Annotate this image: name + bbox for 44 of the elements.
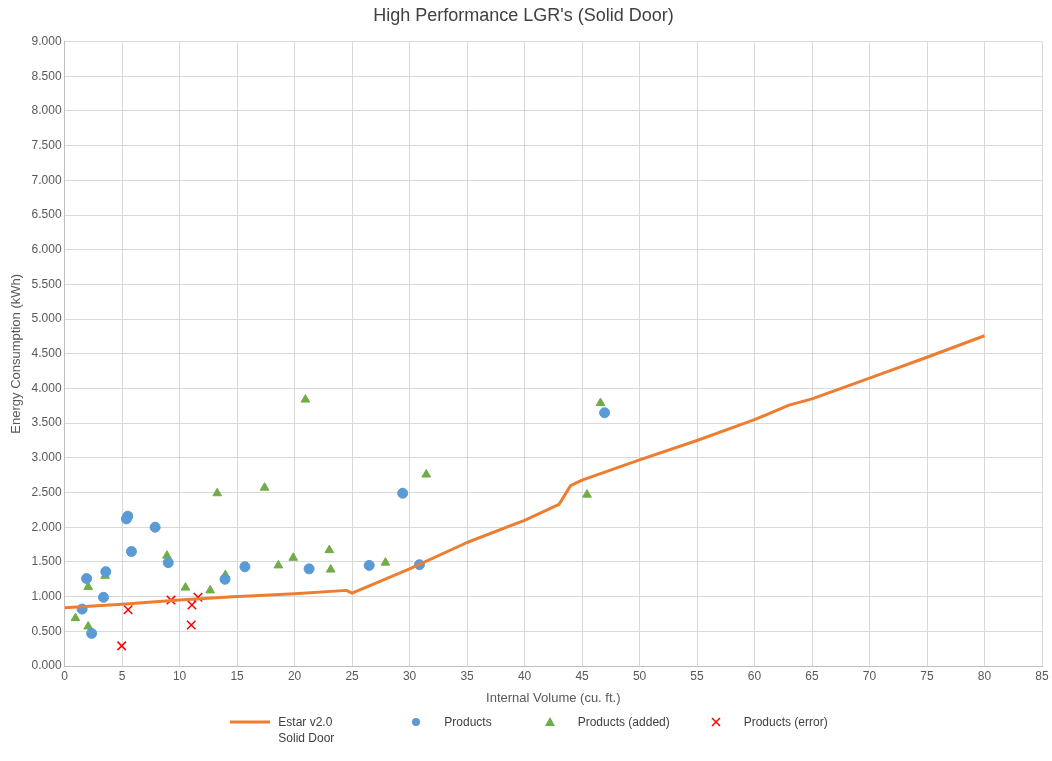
y-tick-label: 3.500 [31, 415, 62, 430]
x-tick-label: 60 [747, 668, 762, 683]
y-tick-label: 3.000 [31, 450, 62, 465]
x-tick-label: 75 [920, 668, 935, 683]
x-tick-label: 20 [287, 668, 302, 683]
y-tick-label: 7.000 [31, 172, 62, 187]
x-tick-label: 10 [172, 668, 187, 683]
x-axis-title: Internal Volume (cu. ft.) [486, 689, 621, 705]
y-tick-label: 5.500 [31, 276, 62, 291]
y-axis-title: Energy Consumption (kWh) [8, 273, 24, 434]
x-tick-label: 15 [230, 668, 245, 683]
x-tick-label: 45 [575, 668, 590, 683]
legend-label: Estar v2.0 Solid Door [278, 714, 336, 746]
y-tick-label: 2.500 [31, 484, 62, 499]
y-tick-label: 8.000 [31, 103, 62, 118]
y-tick-label: 1.000 [31, 588, 62, 603]
x-tick-label: 65 [805, 668, 820, 683]
x-tick-label: 85 [1035, 668, 1049, 683]
y-tick-label: 4.500 [31, 346, 62, 361]
y-tick-label: 0.500 [31, 623, 62, 638]
y-tick-label: 7.500 [31, 137, 62, 152]
y-tick-label: 0.000 [31, 658, 62, 673]
legend-label: Products [444, 714, 492, 730]
x-tick-label: 80 [977, 668, 992, 683]
y-tick-label: 4.000 [31, 380, 62, 395]
legend-label: Products (error) [743, 714, 828, 730]
legend-label: Products (added) [577, 714, 670, 730]
y-tick-label: 9.000 [31, 33, 62, 48]
chart-title: High Performance LGR's (Solid Door) [373, 4, 674, 25]
y-tick-label: 6.000 [31, 242, 62, 257]
x-tick-label: 0 [61, 668, 69, 683]
y-tick-label: 8.500 [31, 68, 62, 83]
x-tick-label: 55 [690, 668, 705, 683]
x-tick-label: 5 [118, 668, 126, 683]
x-tick-label: 35 [460, 668, 475, 683]
x-tick-label: 30 [402, 668, 417, 683]
x-tick-label: 50 [632, 668, 647, 683]
x-tick-label: 70 [862, 668, 877, 683]
y-tick-label: 6.500 [31, 207, 62, 222]
x-tick-label: 40 [517, 668, 532, 683]
y-tick-label: 2.000 [31, 519, 62, 534]
x-tick-label: 25 [345, 668, 360, 683]
y-tick-label: 5.000 [31, 311, 62, 326]
y-tick-label: 1.500 [31, 554, 62, 569]
